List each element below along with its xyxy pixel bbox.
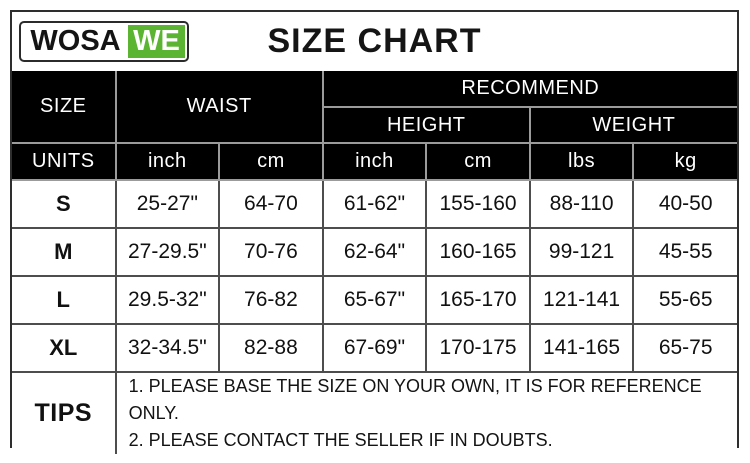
- page-title: SIZE CHART: [267, 22, 482, 60]
- brand-logo: WOSA WE: [19, 21, 189, 62]
- cell-weight-kg: 40-50: [632, 179, 737, 229]
- units-label: UNITS: [12, 142, 117, 181]
- cell-waist-inch: 32-34.5": [114, 323, 221, 373]
- size-chart-table: SIZE WAIST RECOMMEND HEIGHT WEIGHT UNITS…: [12, 71, 737, 454]
- tips-label: TIPS: [12, 371, 117, 454]
- cell-weight-lbs: 141-165: [528, 323, 635, 373]
- size-label: XL: [12, 323, 117, 373]
- cell-height-cm: 170-175: [425, 323, 531, 373]
- cell-height-cm: 165-170: [425, 275, 531, 325]
- tips-line-1: 1. PLEASE BASE THE SIZE ON YOUR OWN, IT …: [128, 376, 702, 423]
- logo-text-green: WE: [128, 25, 185, 58]
- table-row-l: L 29.5-32" 76-82 65-67" 165-170 121-141 …: [12, 275, 737, 325]
- cell-height-inch: 67-69": [321, 323, 428, 373]
- cell-height-inch: 65-67": [321, 275, 428, 325]
- cell-weight-lbs: 121-141: [528, 275, 635, 325]
- size-label: L: [12, 275, 117, 325]
- cell-weight-kg: 45-55: [632, 227, 737, 277]
- cell-waist-cm: 70-76: [218, 227, 324, 277]
- cell-waist-cm: 82-88: [218, 323, 324, 373]
- cell-waist-inch: 25-27": [114, 179, 221, 229]
- cell-waist-inch: 27-29.5": [114, 227, 221, 277]
- cell-waist-inch: 29.5-32": [114, 275, 221, 325]
- unit-weight-lbs: lbs: [528, 142, 635, 181]
- size-label: M: [12, 227, 117, 277]
- size-chart-frame: WOSA WE SIZE CHART SIZE WAIST RECOMMEND …: [10, 10, 739, 454]
- cell-weight-kg: 55-65: [632, 275, 737, 325]
- cell-waist-cm: 76-82: [218, 275, 324, 325]
- size-label: S: [12, 179, 117, 229]
- cell-height-cm: 160-165: [425, 227, 531, 277]
- header-waist: WAIST: [114, 71, 324, 144]
- cell-height-inch: 61-62": [321, 179, 428, 229]
- title-bar: WOSA WE SIZE CHART: [12, 12, 737, 71]
- cell-weight-lbs: 88-110: [528, 179, 635, 229]
- table-row-xl: XL 32-34.5" 82-88 67-69" 170-175 141-165…: [12, 323, 737, 373]
- cell-waist-cm: 64-70: [218, 179, 324, 229]
- tips-row: TIPS 1. PLEASE BASE THE SIZE ON YOUR OWN…: [12, 371, 737, 454]
- header-size: SIZE: [12, 71, 117, 144]
- cell-weight-kg: 65-75: [632, 323, 737, 373]
- header-height: HEIGHT: [322, 106, 531, 144]
- unit-weight-kg: kg: [632, 142, 737, 181]
- table-row-s: S 25-27" 64-70 61-62" 155-160 88-110 40-…: [12, 179, 737, 229]
- cell-height-cm: 155-160: [425, 179, 531, 229]
- header-row-2: HEIGHT WEIGHT: [12, 106, 737, 144]
- cell-height-inch: 62-64": [321, 227, 428, 277]
- header-weight: WEIGHT: [528, 106, 737, 144]
- logo-text-black: WOSA: [30, 25, 121, 57]
- unit-waist-inch: inch: [114, 142, 221, 181]
- cell-weight-lbs: 99-121: [528, 227, 635, 277]
- unit-waist-cm: cm: [218, 142, 324, 181]
- unit-height-inch: inch: [321, 142, 428, 181]
- tips-text: 1. PLEASE BASE THE SIZE ON YOUR OWN, IT …: [114, 371, 737, 454]
- header-row-1: SIZE WAIST RECOMMEND: [12, 71, 737, 144]
- units-row: UNITS inch cm inch cm lbs kg: [12, 142, 737, 181]
- table-row-m: M 27-29.5" 70-76 62-64" 160-165 99-121 4…: [12, 227, 737, 277]
- tips-line-2: 2. PLEASE CONTACT THE SELLER IF IN DOUBT…: [128, 430, 553, 450]
- header-recommend: RECOMMEND: [321, 71, 737, 108]
- unit-height-cm: cm: [425, 142, 531, 181]
